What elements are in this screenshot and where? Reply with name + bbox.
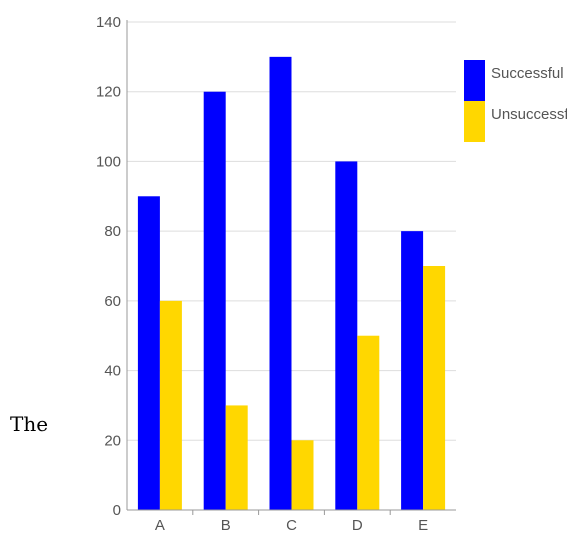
y-tick-labels: 0 20 40 60 80 100 120 140 [96,14,121,519]
x-tick-labels: A B C D E [155,517,428,534]
x-tick-label: D [352,517,363,534]
y-tick-label: 40 [104,363,121,380]
bar-b-successful [203,91,226,510]
legend-label-successful: Successful [491,65,564,82]
x-tick-label: C [286,517,297,534]
bar-a-unsuccessful [159,300,182,510]
axes [126,20,456,515]
legend-label-unsuccessful: Unsuccessful [491,106,567,123]
legend-swatch-unsuccessful [464,101,485,142]
bar-c-successful [269,56,292,510]
bar-a-successful [137,196,160,511]
y-tick-label: 140 [96,14,121,31]
bar-c-unsuccessful [291,440,314,510]
bar-d-successful [335,161,358,510]
bars [137,56,446,511]
y-tick-label: 60 [104,293,121,310]
bar-e-unsuccessful [423,266,446,510]
x-tick-label: A [155,517,165,534]
y-tick-label: 80 [104,223,121,240]
legend-swatch-successful [464,60,485,101]
y-tick-label: 100 [96,153,121,170]
legend: Successful Unsuccessful [464,60,567,142]
bar-e-successful [401,231,424,510]
body-text: The [10,412,49,436]
bar-b-unsuccessful [225,405,248,510]
x-tick-label: E [418,517,428,534]
bar-d-unsuccessful [357,335,380,510]
x-tick-label: B [221,517,231,534]
y-tick-label: 20 [104,432,121,449]
y-tick-label: 120 [96,84,121,101]
y-tick-label: 0 [113,502,121,519]
